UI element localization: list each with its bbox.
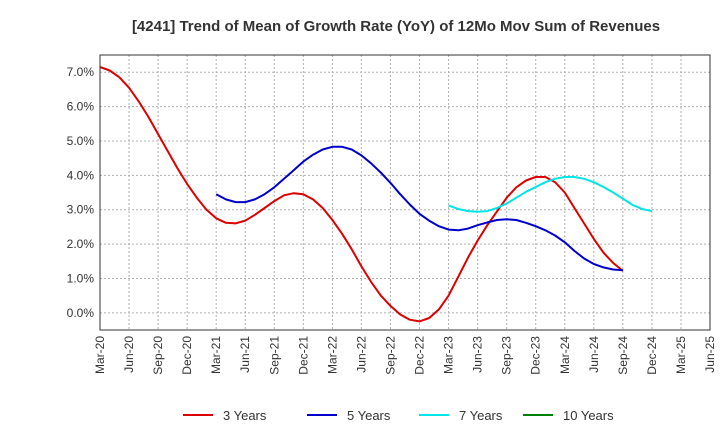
x-tick-label: Jun-20 [122, 336, 136, 373]
x-tick-label: Sep-24 [616, 336, 630, 375]
x-tick-label: Mar-24 [558, 336, 572, 374]
x-tick-label: Mar-23 [442, 336, 456, 374]
y-tick-label: 6.0% [67, 100, 95, 114]
x-tick-label: Sep-22 [383, 336, 397, 375]
x-tick-label: Dec-24 [645, 336, 659, 375]
x-tick-label: Sep-21 [267, 336, 281, 375]
x-tick-label: Mar-20 [93, 336, 107, 374]
x-tick-label: Dec-23 [529, 336, 543, 375]
x-tick-label: Sep-23 [500, 336, 514, 375]
x-tick-label: Sep-20 [151, 336, 165, 375]
grid [99, 55, 711, 330]
y-tick-label: 0.0% [67, 306, 95, 320]
y-tick-label: 5.0% [67, 134, 95, 148]
series-line-3-years [99, 66, 624, 323]
legend-label: 10 Years [563, 408, 614, 423]
x-axis: Mar-20 Jun-20 Sep-20 Dec-20 Mar-21 Jun-21 Sep-… [93, 336, 717, 375]
x-tick-label: Dec-20 [180, 336, 194, 375]
chart-title: [4241] Trend of Mean of Growth Rate (YoY… [132, 18, 660, 35]
series-line-5-years [215, 145, 623, 272]
x-tick-label: Jun-21 [238, 336, 252, 373]
x-tick-label: Mar-22 [325, 336, 339, 374]
series-line-7-years [448, 176, 653, 213]
y-tick-label: 4.0% [67, 168, 95, 182]
legend-label: 7 Years [459, 408, 503, 423]
series-lines [99, 66, 653, 323]
y-tick-label: 2.0% [67, 237, 95, 251]
x-tick-label: Jun-24 [587, 336, 601, 373]
x-tick-label: Dec-22 [413, 336, 427, 375]
legend-label: 5 Years [347, 408, 391, 423]
x-tick-label: Mar-21 [209, 336, 223, 374]
plot-frame [99, 54, 711, 331]
y-tick-label: 7.0% [67, 65, 95, 79]
x-tick-label: Dec-21 [296, 336, 310, 375]
y-tick-label: 1.0% [67, 271, 95, 285]
x-tick-label: Jun-23 [471, 336, 485, 373]
x-tick-label: Mar-25 [674, 336, 688, 374]
x-tick-label: Jun-22 [354, 336, 368, 373]
x-tick-label: Jun-25 [703, 336, 717, 373]
legend-label: 3 Years [223, 408, 267, 423]
y-tick-label: 3.0% [67, 203, 95, 217]
legend: 3 Years 5 Years 7 Years 10 Years [183, 408, 614, 423]
y-axis: 0.0% 1.0% 2.0% 3.0% 4.0% 5.0% 6.0% 7.0% [67, 65, 95, 320]
